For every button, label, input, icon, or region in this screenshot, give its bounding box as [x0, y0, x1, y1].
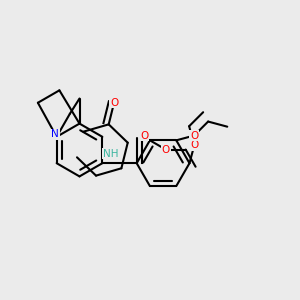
- Text: O: O: [190, 130, 198, 141]
- Text: O: O: [190, 140, 198, 150]
- Text: N: N: [51, 129, 59, 140]
- Text: O: O: [110, 98, 118, 108]
- Text: O: O: [140, 131, 148, 141]
- Text: O: O: [162, 145, 170, 154]
- Text: NH: NH: [103, 149, 118, 159]
